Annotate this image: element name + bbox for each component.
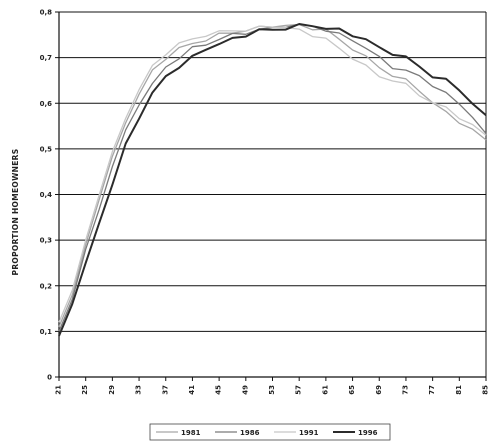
- x-tick-label: 29: [108, 385, 116, 395]
- series-line-1996: [58, 23, 487, 337]
- x-tick-label: 73: [401, 385, 409, 395]
- y-tick-label: 0,8: [40, 9, 53, 17]
- legend-label-1986: 1986: [240, 429, 260, 437]
- y-tick-label: 0,7: [40, 54, 53, 62]
- x-tick-label: 21: [55, 385, 63, 395]
- x-tick-label: 37: [161, 385, 169, 395]
- x-tick-label: 77: [428, 385, 436, 395]
- x-tick-label: 61: [321, 385, 329, 395]
- y-tick-label: 0: [47, 374, 52, 382]
- x-tick-label: 33: [135, 385, 143, 395]
- y-tick-label: 0,2: [40, 282, 53, 290]
- y-tick-label: 0,5: [40, 145, 53, 153]
- x-tick-label: 25: [81, 385, 89, 395]
- y-axis-label: PROPORTION HOMEOWNERS: [11, 149, 20, 276]
- legend-label-1996: 1996: [358, 429, 378, 437]
- axes: [58, 12, 487, 381]
- x-tick-label: 65: [348, 385, 356, 395]
- y-tick-label: 0,1: [40, 328, 53, 336]
- x-tick-label: 53: [268, 385, 276, 395]
- legend-label-1991: 1991: [299, 429, 319, 437]
- x-tick-label: 81: [455, 385, 463, 395]
- x-tick-label: 49: [241, 385, 249, 395]
- series-lines: [58, 23, 487, 337]
- series-line-1991: [58, 25, 487, 323]
- legend-box: [149, 423, 391, 441]
- x-tick-label: 45: [215, 385, 223, 395]
- legend-label-1981: 1981: [181, 429, 201, 437]
- y-tick-labels: 0 0,1 0,2 0,3 0,4 0,5 0,6 0,7 0,8: [40, 9, 53, 382]
- y-tick-label: 0,4: [40, 191, 53, 199]
- gridlines: [55, 11, 486, 378]
- x-tick-label: 85: [482, 385, 490, 395]
- y-tick-label: 0,3: [40, 237, 53, 245]
- y-tick-label: 0,6: [40, 100, 53, 108]
- x-tick-labels: 21 25 29 33 37 41 45 49 53 57 61 65 69 73 77 81 85: [55, 385, 490, 395]
- x-tick-label: 69: [375, 385, 383, 395]
- x-tick-label: 57: [295, 385, 303, 395]
- x-tick-label: 41: [188, 385, 196, 395]
- legend: 1981 1986 1991 1996: [149, 423, 391, 441]
